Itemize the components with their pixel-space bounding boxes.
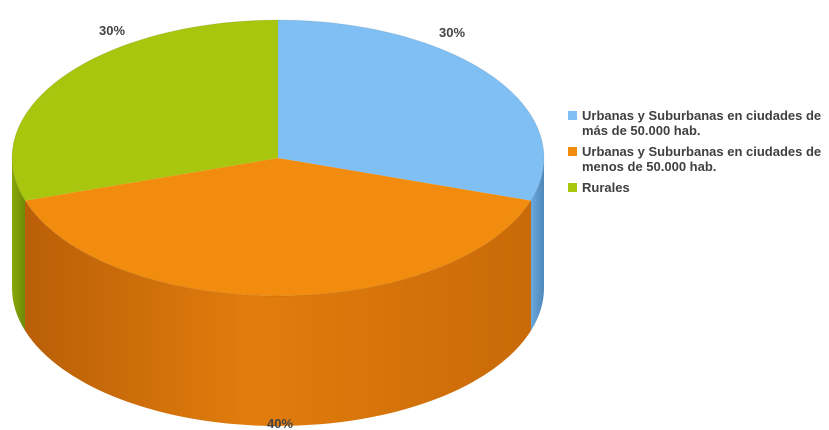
pie-side-1: [25, 200, 531, 427]
legend: Urbanas y Suburbanas en ciudades de más …: [568, 108, 828, 201]
legend-item-2: Rurales: [568, 180, 828, 195]
data-label-2: 30%: [99, 23, 125, 38]
legend-swatch-0: [568, 111, 577, 120]
legend-label-0: Urbanas y Suburbanas en ciudades de más …: [582, 108, 822, 138]
pie-side-0: [530, 158, 544, 331]
pie-outline: [11, 19, 545, 297]
legend-label-2: Rurales: [582, 180, 630, 195]
legend-label-1: Urbanas y Suburbanas en ciudades de meno…: [582, 144, 822, 174]
pie-side-2: [12, 158, 26, 331]
legend-swatch-2: [568, 183, 577, 192]
pie-slice-0[interactable]: [278, 20, 544, 201]
data-label-0: 30%: [439, 25, 465, 40]
legend-item-1: Urbanas y Suburbanas en ciudades de meno…: [568, 144, 828, 174]
pie-slice-2[interactable]: [11, 20, 279, 201]
legend-swatch-1: [568, 147, 577, 156]
pie-slice-1[interactable]: [25, 158, 531, 296]
legend-item-0: Urbanas y Suburbanas en ciudades de más …: [568, 108, 828, 138]
data-label-1: 40%: [267, 416, 293, 430]
